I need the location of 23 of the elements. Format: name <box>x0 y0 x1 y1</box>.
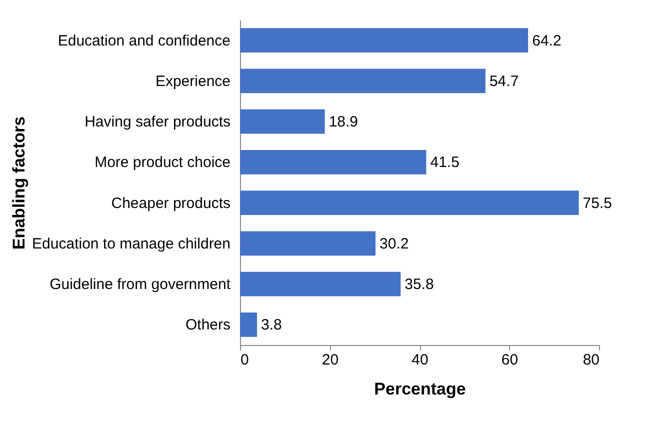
y-tick-label: Education to manage children <box>32 235 230 252</box>
data-label: 64.2 <box>532 32 562 50</box>
data-label: 54.7 <box>489 72 519 90</box>
x-tick-label: 60 <box>501 352 518 368</box>
data-label: 41.5 <box>430 154 460 172</box>
y-tick-label: Having safer products <box>84 114 230 131</box>
y-tick-label: Cheaper products <box>111 194 230 212</box>
data-label: 18.9 <box>328 114 358 131</box>
x-axis-title: Percentage <box>374 380 466 398</box>
x-tick-label: 40 <box>412 352 428 368</box>
data-label: 75.5 <box>582 194 612 212</box>
x-tick-label: 20 <box>322 352 339 368</box>
y-tick-label: Guideline from government <box>50 276 232 294</box>
x-tick-label: 0 <box>240 352 249 368</box>
y-tick-label: Education and confidence <box>58 32 230 50</box>
data-label: 3.8 <box>261 316 282 334</box>
data-label: 35.8 <box>404 276 434 294</box>
y-axis-title: Enabling factors <box>10 116 28 250</box>
x-tick-label: 80 <box>582 352 600 368</box>
data-label: 30.2 <box>380 235 409 252</box>
y-tick-label: More product choice <box>94 154 230 172</box>
y-tick-label: Experience <box>155 72 230 90</box>
y-tick-label: Others <box>185 316 230 334</box>
